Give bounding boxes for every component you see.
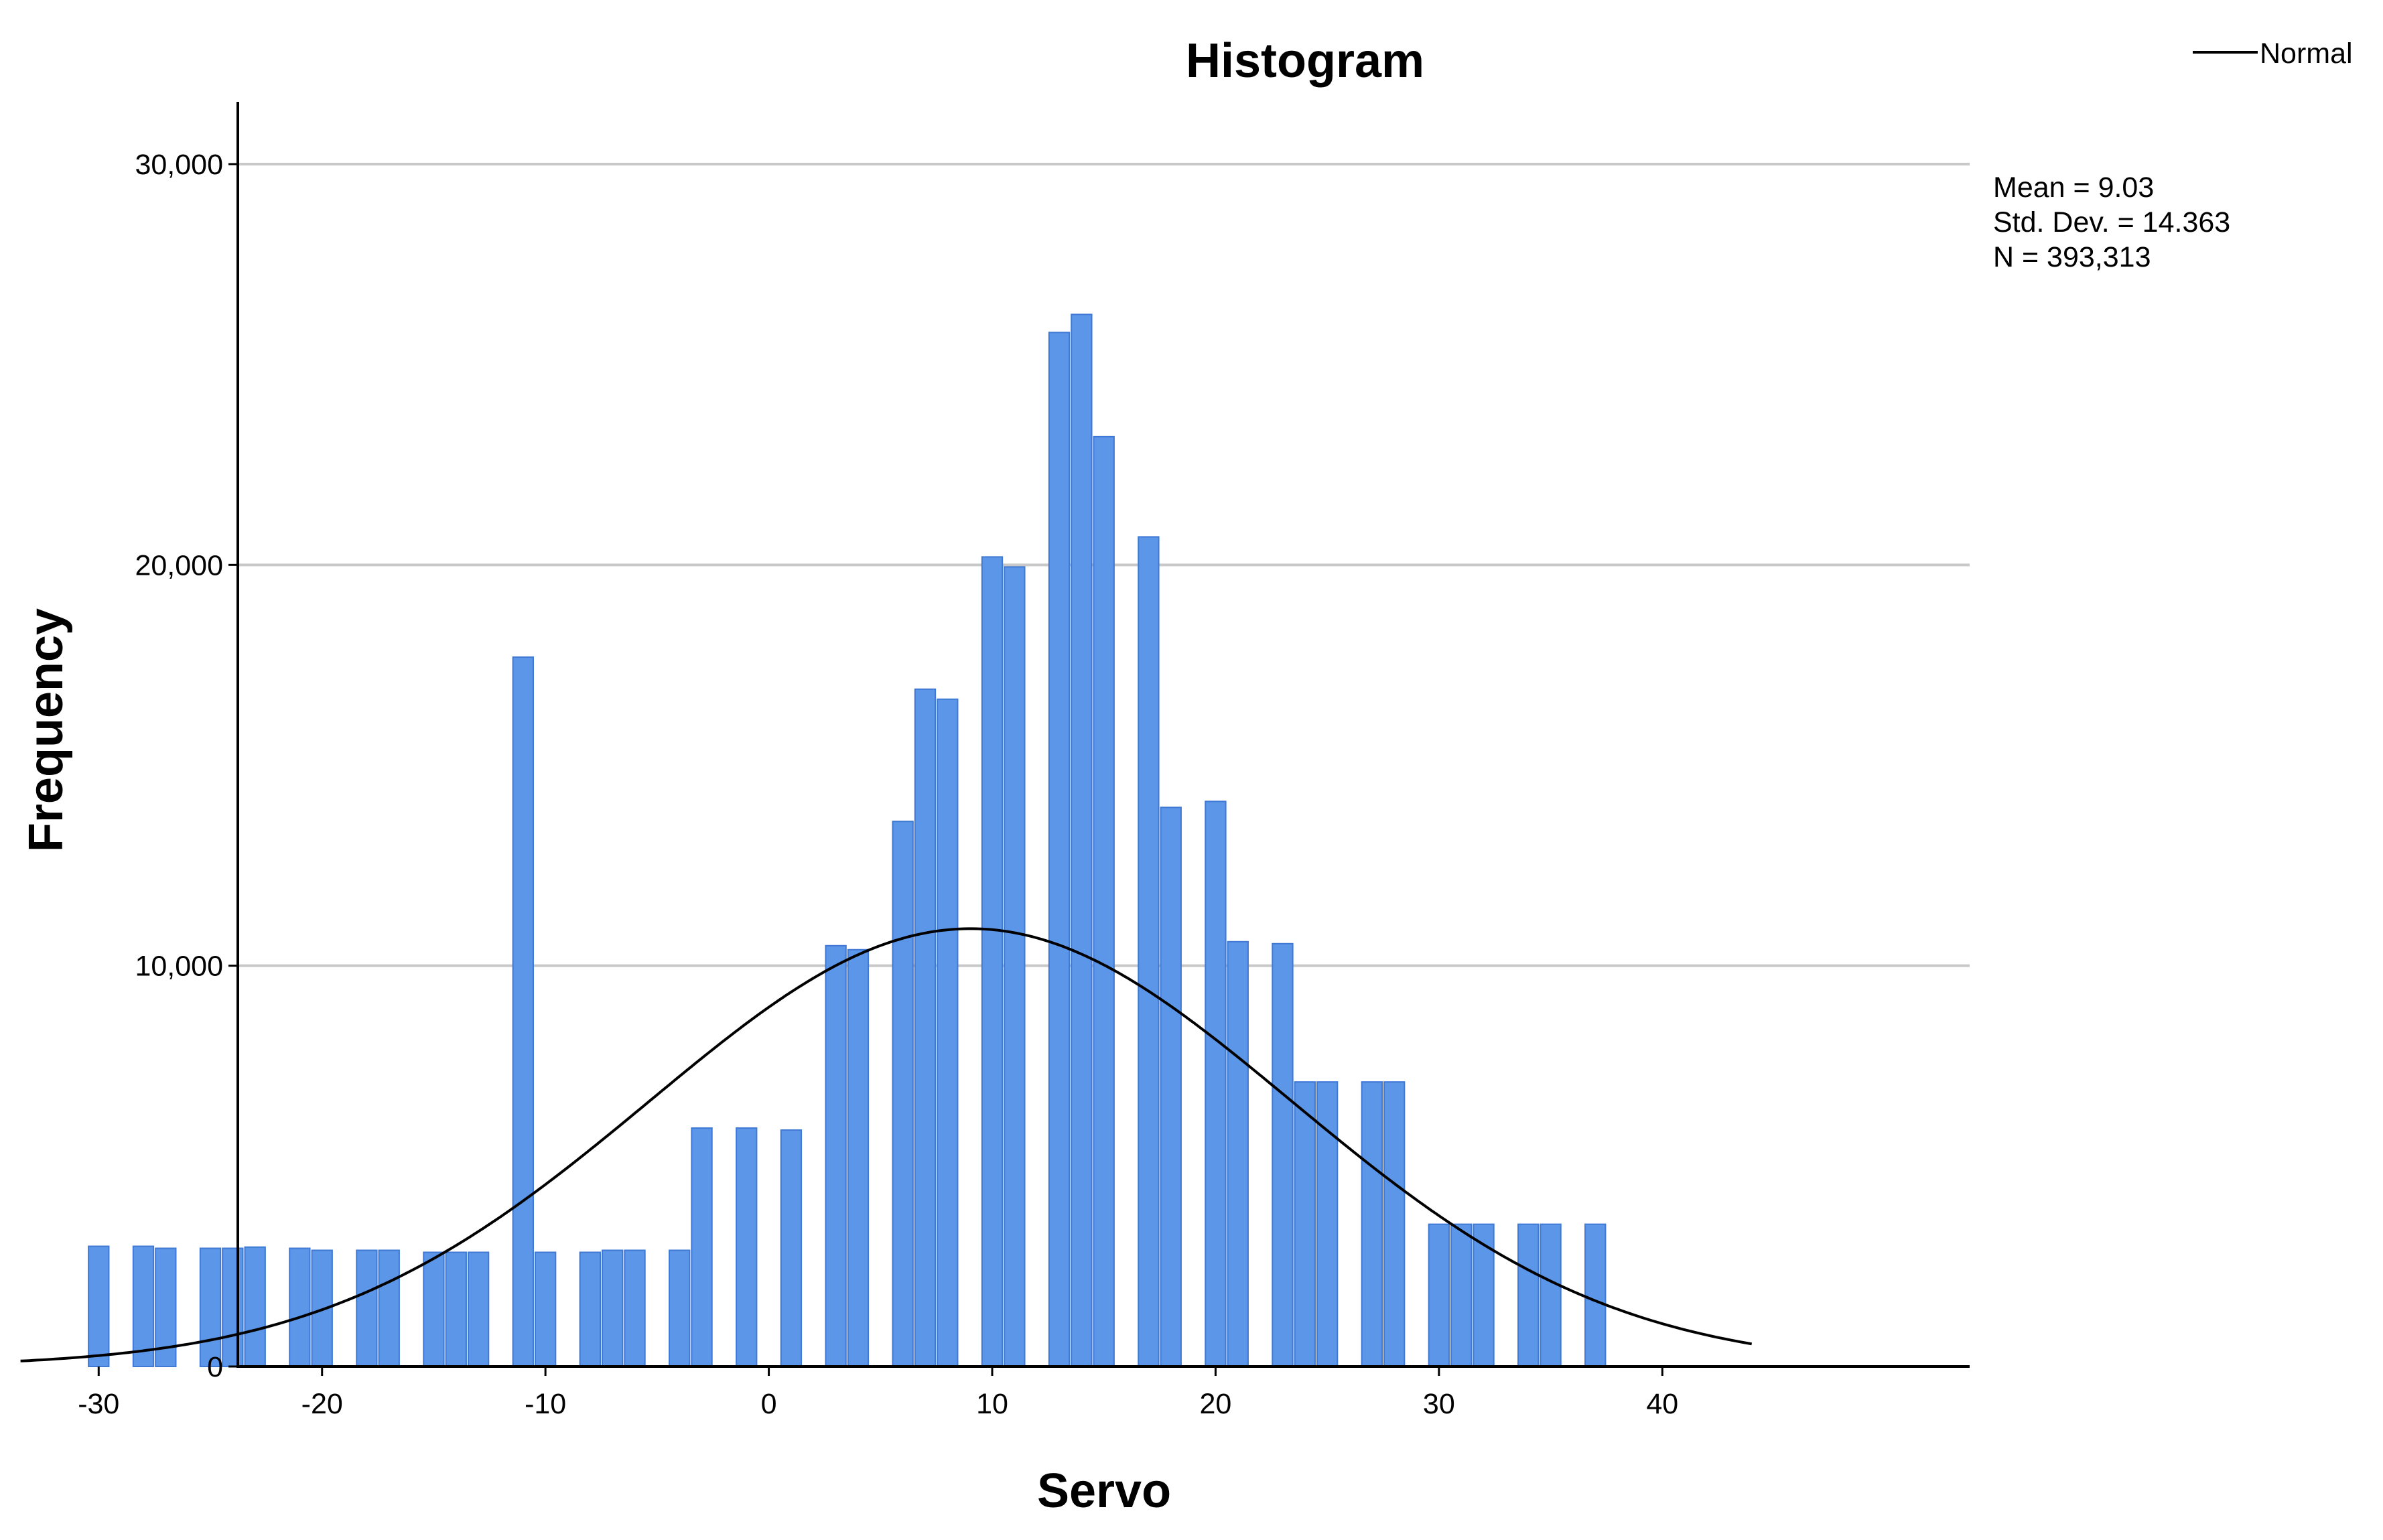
histogram-bar	[356, 1249, 378, 1367]
stats-box: Mean = 9.03 Std. Dev. = 14.363 N = 393,3…	[1993, 171, 2230, 273]
stats-mean: Mean = 9.03	[1993, 171, 2154, 204]
histogram-bar	[222, 1247, 244, 1368]
histogram-bars	[88, 313, 1607, 1368]
histogram-bar	[1294, 1081, 1316, 1368]
histogram-bar	[825, 944, 847, 1367]
y-tick-label: 10,000	[135, 951, 223, 983]
histogram-bar	[579, 1251, 602, 1367]
chart-title: Histogram	[1186, 34, 1424, 88]
histogram-bar	[1584, 1223, 1607, 1368]
histogram-bar	[1138, 536, 1160, 1368]
histogram-bar	[534, 1251, 557, 1367]
histogram-bar	[736, 1127, 758, 1368]
legend: Normal	[2193, 38, 2353, 70]
histogram-bar	[1450, 1223, 1473, 1368]
histogram-bar	[914, 688, 937, 1367]
stats-std-dev: Std. Dev. = 14.363	[1993, 206, 2230, 238]
histogram-bar	[512, 656, 534, 1368]
normal-curve	[20, 927, 1753, 1362]
histogram-bar	[1093, 435, 1115, 1367]
y-axis-label: Frequency	[19, 608, 73, 852]
histogram-bar	[132, 1245, 155, 1367]
histogram-bar	[1004, 566, 1026, 1368]
histogram-bar	[1361, 1081, 1383, 1368]
histogram-bar	[1205, 800, 1227, 1367]
y-tick-label: 30,000	[135, 149, 223, 181]
x-tick-label: 40	[1646, 1388, 1678, 1420]
x-tick-label: 20	[1200, 1388, 1232, 1420]
histogram-bar	[1160, 807, 1182, 1367]
histogram-bar	[1517, 1223, 1540, 1368]
histogram-bar	[981, 556, 1004, 1367]
x-axis-label: Servo	[1037, 1464, 1171, 1518]
histogram-bar	[88, 1245, 110, 1367]
x-tick-label: -10	[525, 1388, 566, 1420]
y-tick-label: 0	[207, 1351, 223, 1383]
histogram-bar	[847, 949, 870, 1367]
histogram-bar	[937, 698, 959, 1367]
histogram-bar	[1071, 313, 1093, 1367]
x-tick-label: -20	[301, 1388, 343, 1420]
histogram-bar	[289, 1247, 311, 1368]
histogram-bar	[445, 1251, 467, 1367]
ticks: -30 -20 -10 0 10 20 30 40 0 10,000 20,000 30,000	[78, 149, 1678, 1420]
x-tick-label: 10	[976, 1388, 1008, 1420]
y-tick-label: 20,000	[135, 549, 223, 581]
histogram-bar	[378, 1249, 400, 1367]
histogram-bar	[602, 1249, 624, 1367]
histogram-bar	[1316, 1081, 1339, 1368]
histogram-bar	[423, 1251, 445, 1367]
histogram-bar	[624, 1249, 646, 1367]
legend-normal-label: Normal	[2260, 38, 2353, 70]
histogram-bar	[1048, 332, 1071, 1367]
histogram-bar	[1227, 940, 1249, 1368]
axes	[236, 102, 1970, 1368]
histogram-bar	[467, 1251, 490, 1367]
x-tick-label: -30	[78, 1388, 119, 1420]
histogram-bar	[1383, 1081, 1406, 1368]
x-tick-label: 0	[761, 1388, 777, 1420]
histogram-bar	[780, 1129, 803, 1367]
histogram-bar	[1428, 1223, 1450, 1368]
histogram-bar	[244, 1246, 266, 1367]
stats-n: N = 393,313	[1993, 241, 2151, 273]
histogram-bar	[199, 1247, 222, 1368]
histogram-bar	[669, 1249, 691, 1367]
histogram-bar	[1272, 942, 1294, 1367]
histogram-bar	[892, 821, 914, 1368]
histogram-bar	[1540, 1223, 1562, 1368]
x-tick-label: 30	[1423, 1388, 1455, 1420]
histogram-bar	[691, 1127, 713, 1368]
